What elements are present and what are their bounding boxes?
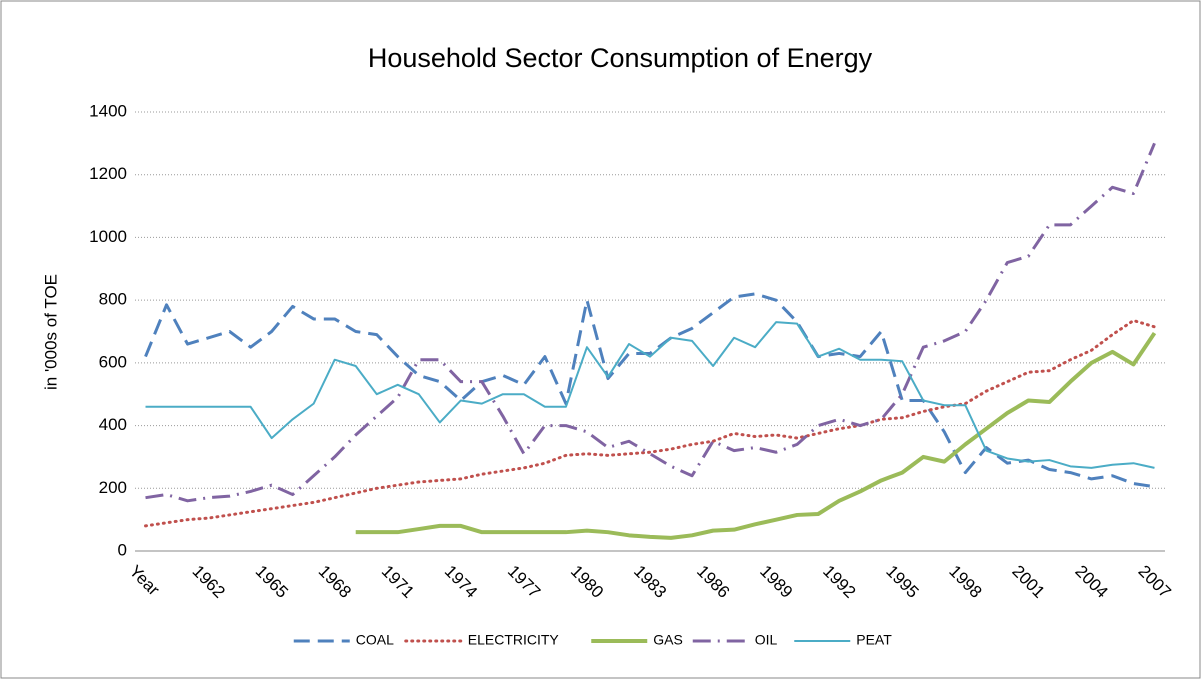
legend-label: OIL	[755, 632, 778, 648]
y-tick-label: 0	[118, 540, 127, 559]
legend-label: GAS	[653, 632, 683, 648]
legend-label: ELECTRICITY	[468, 632, 560, 648]
y-tick-label: 600	[99, 352, 127, 371]
y-tick-label: 1400	[89, 101, 127, 120]
y-axis-label: in '000s of TOE	[41, 274, 60, 390]
legend-label: PEAT	[856, 632, 892, 648]
y-tick-label: 200	[99, 478, 127, 497]
chart-title: Household Sector Consumption of Energy	[368, 43, 873, 73]
line-series	[144, 292, 1155, 489]
y-tick-label: 400	[99, 415, 127, 434]
legend-label: COAL	[356, 632, 394, 648]
y-tick-label: 1200	[89, 164, 127, 183]
line-series	[145, 321, 1155, 469]
line-series	[144, 319, 1156, 528]
y-tick-label: 1000	[89, 227, 127, 246]
y-tick-label: 800	[99, 290, 127, 309]
line-series	[355, 331, 1157, 540]
line-series	[145, 142, 1156, 503]
